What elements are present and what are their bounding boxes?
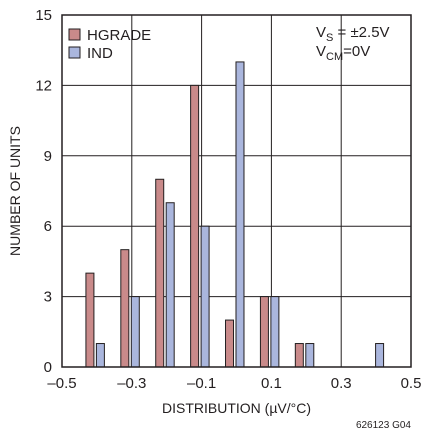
bar-hgrade-4	[225, 319, 235, 368]
x-axis-title: DISTRIBUTION (µV/°C)	[162, 400, 311, 416]
test-conditions: VS = ±2.5V VCM=0V	[316, 24, 390, 63]
bar-ind-7	[375, 343, 385, 368]
x-tick-label: 0.3	[331, 375, 352, 392]
y-tick-label: 3	[44, 289, 52, 306]
y-tick-labels: 0 3 6 9 12 15	[35, 7, 52, 376]
legend-label-hgrade: HGRADE	[87, 27, 151, 44]
x-tick-labels: –0.5 –0.3 –0.1 0.1 0.3 0.5	[47, 375, 421, 392]
bar-ind-6	[305, 343, 315, 368]
bar-hgrade-3	[190, 84, 200, 368]
bar-ind-5	[270, 296, 280, 368]
x-tick-label: –0.5	[47, 375, 76, 392]
x-tick-label: 0.1	[261, 375, 282, 392]
common-mode-note: VCM=0V	[316, 43, 370, 63]
plot-frame	[61, 14, 412, 368]
y-tick-label: 9	[44, 148, 52, 165]
x-tick-label: –0.1	[187, 375, 216, 392]
bar-ind-0	[95, 343, 105, 368]
vs-prefix: V	[316, 24, 326, 41]
y-tick-label: 12	[35, 77, 52, 94]
bar-hgrade-6	[294, 343, 304, 368]
vs-subscript: S	[326, 32, 333, 44]
y-tick-label: 0	[44, 359, 52, 376]
x-tick-label: –0.3	[117, 375, 146, 392]
bar-ind-4	[235, 61, 245, 368]
legend-swatch-ind	[68, 46, 81, 59]
supply-voltage-note: VS = ±2.5V	[316, 24, 390, 44]
vcm-prefix: V	[316, 43, 326, 60]
y-axis-title: NUMBER OF UNITS	[7, 126, 23, 256]
legend-swatch-hgrade	[68, 28, 81, 41]
legend: HGRADE IND	[68, 27, 151, 62]
bar-ind-2	[165, 202, 175, 368]
bar-ind-3	[200, 225, 210, 368]
y-tick-label: 15	[35, 7, 52, 24]
legend-label-ind: IND	[87, 45, 113, 62]
x-tick-label: 0.5	[401, 375, 422, 392]
bars	[85, 61, 385, 368]
vcm-subscript: CM	[326, 51, 343, 63]
figure-code: 626123 G04	[356, 420, 411, 431]
vs-value: = ±2.5V	[333, 24, 389, 41]
bar-hgrade-5	[259, 296, 269, 368]
y-tick-label: 6	[44, 218, 52, 235]
bar-ind-1	[130, 296, 140, 368]
bar-hgrade-1	[120, 249, 130, 368]
bar-hgrade-2	[155, 178, 165, 368]
vcm-value: =0V	[343, 43, 370, 60]
bar-hgrade-0	[85, 272, 95, 368]
